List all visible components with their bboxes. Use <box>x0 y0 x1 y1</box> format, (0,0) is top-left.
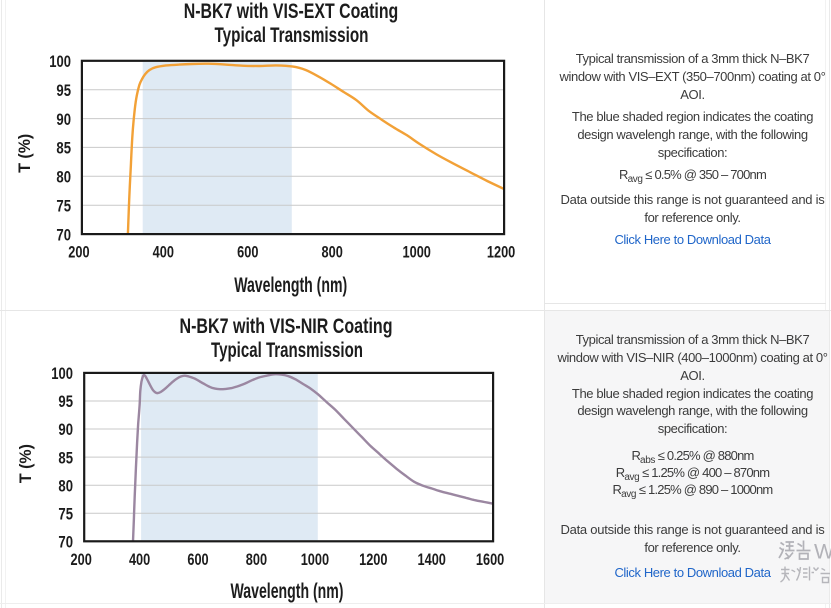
svg-text:1200: 1200 <box>487 243 515 262</box>
svg-text:1200: 1200 <box>359 550 387 569</box>
svg-text:95: 95 <box>56 81 71 100</box>
svg-text:Typical Transmission: Typical Transmission <box>215 23 369 47</box>
svg-text:100: 100 <box>51 364 73 383</box>
svg-text:85: 85 <box>56 139 71 158</box>
svg-text:70: 70 <box>56 225 71 244</box>
svg-text:85: 85 <box>58 448 73 467</box>
svg-text:T (%): T (%) <box>15 134 34 173</box>
svg-text:Wavelength (nm): Wavelength (nm) <box>231 579 344 603</box>
svg-text:70: 70 <box>58 533 73 552</box>
svg-text:800: 800 <box>246 550 267 569</box>
svg-text:100: 100 <box>49 52 71 71</box>
svg-text:200: 200 <box>68 243 89 262</box>
svg-text:1600: 1600 <box>476 550 504 569</box>
svg-text:400: 400 <box>129 550 150 569</box>
svg-text:1000: 1000 <box>403 243 431 262</box>
svg-text:1000: 1000 <box>301 550 329 569</box>
svg-text:600: 600 <box>237 243 258 262</box>
svg-text:80: 80 <box>58 476 73 495</box>
svg-text:90: 90 <box>58 420 73 439</box>
svg-text:90: 90 <box>56 110 71 129</box>
svg-text:95: 95 <box>58 392 73 411</box>
svg-text:N-BK7 with VIS-EXT Coating: N-BK7 with VIS-EXT Coating <box>184 0 399 23</box>
svg-text:80: 80 <box>56 168 71 187</box>
svg-text:75: 75 <box>56 196 71 215</box>
svg-text:Typical Transmission: Typical Transmission <box>211 338 363 362</box>
svg-text:200: 200 <box>71 550 92 569</box>
svg-text:400: 400 <box>153 243 174 262</box>
svg-text:1400: 1400 <box>418 550 446 569</box>
svg-text:N-BK7 with VIS-NIR Coating: N-BK7 with VIS-NIR Coating <box>180 314 393 338</box>
svg-text:75: 75 <box>58 504 73 523</box>
svg-text:T (%): T (%) <box>16 444 35 483</box>
svg-text:W: W <box>814 540 831 564</box>
svg-text:800: 800 <box>322 243 343 262</box>
svg-text:600: 600 <box>187 550 208 569</box>
svg-text:Wavelength (nm): Wavelength (nm) <box>234 273 347 297</box>
